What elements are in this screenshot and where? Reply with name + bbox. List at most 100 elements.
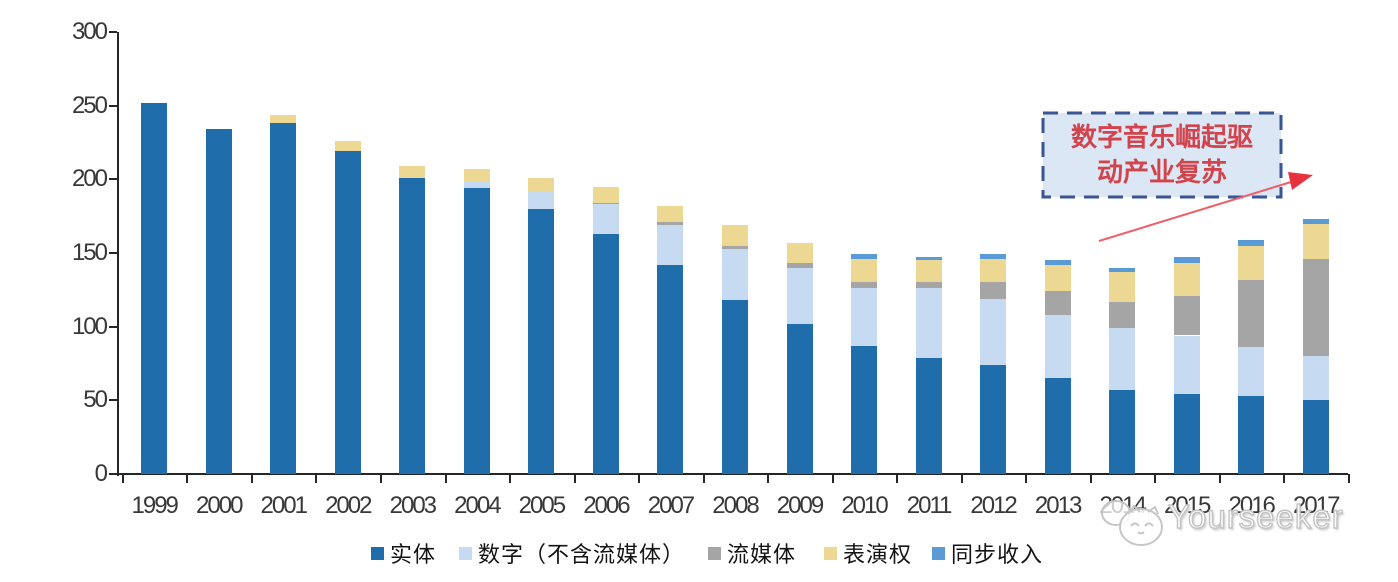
x-axis-label: 2011 <box>906 492 953 519</box>
bar-segment <box>915 257 942 261</box>
annotation-line-1: 数字音乐崛起驱 <box>1070 122 1253 152</box>
y-axis-label: 300 <box>71 18 108 45</box>
bar-segment <box>915 260 942 283</box>
bar-segment <box>1173 295 1200 336</box>
bar-segment <box>786 267 813 324</box>
bar-segment <box>592 204 619 234</box>
x-axis-tick <box>1218 474 1221 483</box>
x-axis-tick <box>767 474 770 483</box>
x-axis-tick <box>1154 474 1157 483</box>
x-axis-tick <box>315 474 318 483</box>
bar-segment <box>786 263 813 268</box>
y-axis-tick <box>109 473 117 475</box>
bar-segment <box>1044 291 1071 315</box>
bar-segment <box>1044 314 1071 379</box>
bar-segment <box>721 300 748 474</box>
bar-segment <box>657 225 684 265</box>
bar-segment <box>528 208 555 474</box>
bar-segment <box>1238 395 1265 474</box>
annotation-line-2: 动产业复苏 <box>1096 157 1227 187</box>
x-axis-tick <box>896 474 899 483</box>
x-axis-tick <box>509 474 512 483</box>
bar-segment <box>915 282 942 289</box>
x-axis-label: 2000 <box>196 492 243 519</box>
bar-segment <box>141 102 168 474</box>
legend-swatch <box>932 547 945 560</box>
bar-segment <box>1302 219 1329 224</box>
bar-segment <box>980 254 1007 259</box>
bar-segment <box>980 298 1007 365</box>
bar-segment <box>1173 263 1200 296</box>
bar-segment <box>721 245 748 249</box>
x-axis-tick <box>1025 474 1028 483</box>
bar-segment <box>1109 301 1136 329</box>
bar-segment <box>851 254 878 259</box>
x-axis-tick <box>1347 474 1350 483</box>
bar-segment <box>334 151 361 474</box>
x-axis-tick <box>186 474 189 483</box>
y-axis-label: 0 <box>94 460 108 487</box>
watermark-text: Yourseeker <box>1167 497 1344 535</box>
x-axis-tick <box>960 474 963 483</box>
bar-segment <box>851 282 878 289</box>
bar-segment <box>592 186 619 203</box>
x-axis-label: 2016 <box>1228 492 1276 519</box>
y-axis-line <box>117 32 119 476</box>
x-axis-label: 2006 <box>583 492 630 519</box>
x-axis-tick <box>380 474 383 483</box>
x-axis-tick <box>1089 474 1092 483</box>
bar-segment <box>657 264 684 474</box>
bar-segment <box>592 233 619 474</box>
bar-segment <box>270 114 297 124</box>
bar-segment <box>463 169 490 183</box>
bar-segment <box>270 123 297 474</box>
x-axis-label: 2005 <box>518 492 566 519</box>
y-axis-label: 50 <box>83 386 108 414</box>
annotation-callout: 数字音乐崛起驱 动产业复苏 <box>1042 112 1282 198</box>
bar-segment <box>1238 347 1265 396</box>
legend-label: 数字（不含流媒体） <box>478 542 686 567</box>
y-axis-label: 200 <box>71 165 108 193</box>
bar-segment <box>1302 223 1329 259</box>
x-axis-label: 2009 <box>776 492 824 519</box>
x-axis-label: 2004 <box>454 492 501 519</box>
x-axis-line <box>117 473 1348 475</box>
bar-segment <box>1044 264 1071 292</box>
x-axis-label: 2003 <box>389 492 437 519</box>
bar-segment <box>1302 258 1329 357</box>
bar-segment <box>786 323 813 474</box>
y-axis-tick <box>109 325 117 328</box>
bar-segment <box>980 258 1007 283</box>
bar-segment <box>915 357 942 474</box>
legend-swatch <box>371 547 384 560</box>
x-axis-tick <box>638 474 641 483</box>
bar-segment <box>1173 257 1200 264</box>
mascot-logo-icon <box>1101 500 1163 546</box>
bar-segment <box>334 141 361 152</box>
y-axis-label: 250 <box>71 91 108 119</box>
x-axis-label: 2001 <box>260 492 308 519</box>
x-axis-label: 2007 <box>647 492 695 519</box>
bar-segment <box>592 202 619 205</box>
bar-segment <box>528 177 555 192</box>
bar-segment <box>980 282 1007 299</box>
y-axis-tick <box>109 178 117 181</box>
bar-segment <box>721 225 748 246</box>
x-axis-label: 2013 <box>1034 492 1082 519</box>
bar-segment <box>786 242 813 264</box>
bar-segment <box>915 288 942 358</box>
y-axis-tick <box>109 252 117 254</box>
bar-segment <box>463 188 490 474</box>
y-axis-tick <box>109 31 117 33</box>
x-axis-label: 2002 <box>325 492 372 519</box>
legend-label: 同步收入 <box>951 542 1044 567</box>
bar-segment <box>399 177 426 474</box>
bar-segment <box>1109 328 1136 390</box>
x-axis-tick <box>444 474 447 483</box>
bar-segment <box>1173 394 1200 474</box>
bar-segment <box>721 248 748 301</box>
legend-label: 流媒体 <box>727 542 797 567</box>
y-axis-label: 150 <box>71 239 108 266</box>
legend-label: 实体 <box>390 542 437 567</box>
